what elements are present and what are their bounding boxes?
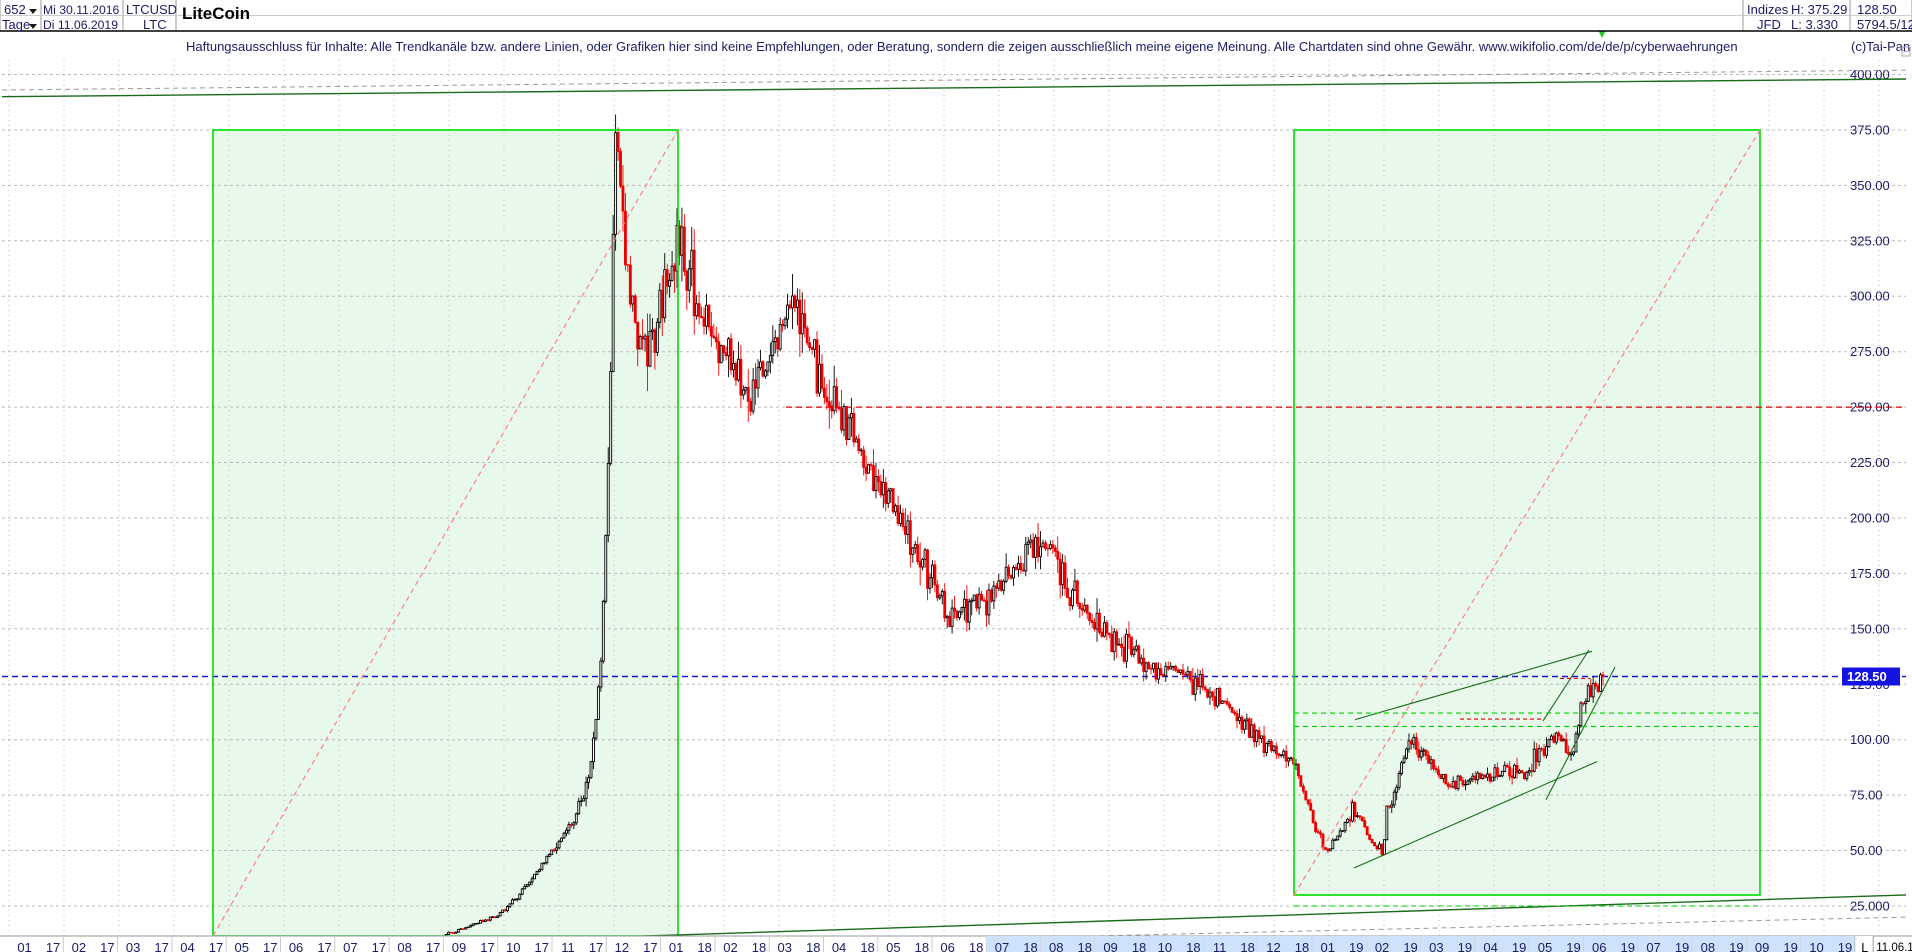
svg-text:Tage: Tage [2,17,30,32]
svg-text:09: 09 [452,940,466,952]
svg-text:18: 18 [1078,940,1092,952]
svg-text:19: 19 [1566,940,1580,952]
svg-text:128.50: 128.50 [1847,669,1887,684]
svg-text:06: 06 [940,940,954,952]
svg-text:19: 19 [1675,940,1689,952]
svg-text:17: 17 [100,940,114,952]
svg-text:75.00: 75.00 [1850,788,1883,803]
svg-text:18: 18 [752,940,766,952]
svg-text:375.00: 375.00 [1850,123,1890,138]
svg-text:L: 3.330: L: 3.330 [1791,17,1838,32]
svg-text:50.00: 50.00 [1850,843,1883,858]
svg-text:19: 19 [1512,940,1526,952]
svg-text:275.00: 275.00 [1850,344,1890,359]
svg-text:18: 18 [1186,940,1200,952]
svg-text:25.000: 25.000 [1850,899,1890,914]
svg-text:18: 18 [860,940,874,952]
svg-text:100.00: 100.00 [1850,732,1890,747]
svg-text:200.00: 200.00 [1850,511,1890,526]
svg-text:17: 17 [46,940,60,952]
svg-text:09: 09 [1103,940,1117,952]
svg-text:18: 18 [969,940,983,952]
svg-text:03: 03 [778,940,792,952]
svg-text:06: 06 [1592,940,1606,952]
svg-text:03: 03 [1429,940,1443,952]
svg-text:19: 19 [1783,940,1797,952]
svg-text:05: 05 [235,940,249,952]
svg-text:150.00: 150.00 [1850,621,1890,636]
svg-text:L: L [1861,941,1868,952]
svg-text:04: 04 [832,940,846,952]
svg-text:08: 08 [1049,940,1063,952]
svg-text:18: 18 [1023,940,1037,952]
svg-text:LiteCoin: LiteCoin [182,4,250,23]
svg-text:07: 07 [343,940,357,952]
svg-text:H: 375.29: H: 375.29 [1791,2,1847,17]
svg-text:12: 12 [615,940,629,952]
svg-text:18: 18 [915,940,929,952]
svg-text:17: 17 [589,940,603,952]
svg-text:18: 18 [1132,940,1146,952]
svg-text:03: 03 [126,940,140,952]
svg-text:17: 17 [535,940,549,952]
svg-text:18: 18 [1240,940,1254,952]
svg-text:18: 18 [806,940,820,952]
svg-text:06: 06 [289,940,303,952]
svg-text:325.00: 325.00 [1850,233,1890,248]
svg-text:175.00: 175.00 [1850,566,1890,581]
svg-text:08: 08 [397,940,411,952]
svg-text:01: 01 [669,940,683,952]
svg-text:02: 02 [72,940,86,952]
svg-text:17: 17 [154,940,168,952]
svg-text:19: 19 [1458,940,1472,952]
svg-text:04: 04 [180,940,194,952]
svg-text:LTC: LTC [143,17,167,32]
svg-text:18: 18 [1295,940,1309,952]
svg-text:10: 10 [1809,940,1823,952]
svg-text:17: 17 [209,940,223,952]
svg-text:17: 17 [263,940,277,952]
svg-text:Indizes: Indizes [1747,2,1789,17]
svg-text:02: 02 [723,940,737,952]
svg-text:17: 17 [317,940,331,952]
svg-text:05: 05 [886,940,900,952]
svg-text:17: 17 [426,940,440,952]
svg-text:01: 01 [17,940,31,952]
svg-text:19: 19 [1403,940,1417,952]
svg-text:18: 18 [697,940,711,952]
svg-text:300.00: 300.00 [1850,289,1890,304]
svg-text:08: 08 [1701,940,1715,952]
svg-text:225.00: 225.00 [1850,455,1890,470]
svg-text:JFD: JFD [1757,17,1781,32]
svg-text:17: 17 [480,940,494,952]
svg-text:5794.5/12: 5794.5/12 [1857,17,1912,32]
svg-text:652: 652 [4,2,26,17]
svg-text:07: 07 [995,940,1009,952]
svg-text:128.50: 128.50 [1857,2,1897,17]
svg-text:19: 19 [1838,940,1852,952]
svg-text:02: 02 [1375,940,1389,952]
svg-text:11: 11 [561,940,575,952]
svg-text:19: 19 [1621,940,1635,952]
svg-text:17: 17 [372,940,386,952]
svg-text:17: 17 [643,940,657,952]
svg-text:350.00: 350.00 [1850,178,1890,193]
svg-text:LTCUSD: LTCUSD [126,2,177,17]
svg-text:07: 07 [1646,940,1660,952]
svg-text:01: 01 [1321,940,1335,952]
svg-text:11.06.19: 11.06.19 [1876,942,1912,952]
svg-text:Haftungsausschluss für Inhalte: Haftungsausschluss für Inhalte: Alle Tre… [186,39,1738,54]
svg-text:19: 19 [1729,940,1743,952]
svg-text:09: 09 [1755,940,1769,952]
svg-text:11: 11 [1213,940,1227,952]
svg-text:04: 04 [1483,940,1497,952]
svg-text:10: 10 [506,940,520,952]
svg-text:Di 11.06.2019: Di 11.06.2019 [43,18,118,32]
svg-text:(c)Tai-Pan: (c)Tai-Pan [1851,39,1910,54]
svg-text:05: 05 [1538,940,1552,952]
svg-text:Mi 30.11.2016: Mi 30.11.2016 [43,3,120,17]
svg-text:10: 10 [1158,940,1172,952]
svg-text:12: 12 [1266,940,1280,952]
svg-text:19: 19 [1349,940,1363,952]
